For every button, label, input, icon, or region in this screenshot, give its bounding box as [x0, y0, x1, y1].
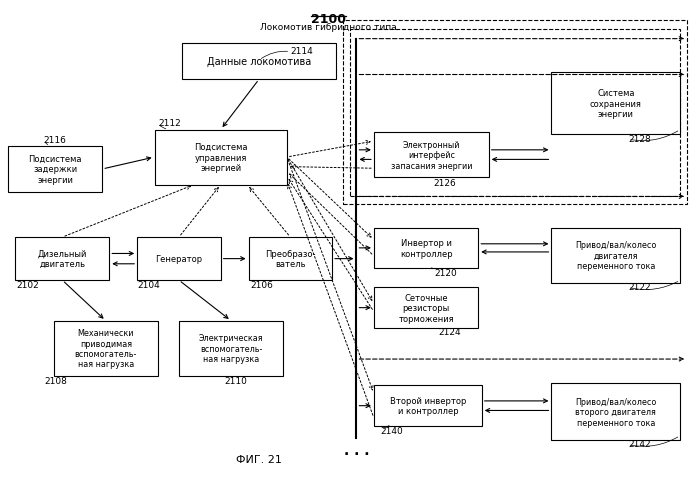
Bar [137, 238, 221, 281]
Bar [552, 228, 680, 283]
Text: 2122: 2122 [628, 282, 651, 291]
Text: Инвертор и
контроллер: Инвертор и контроллер [400, 239, 452, 258]
Text: 2114: 2114 [290, 47, 313, 56]
Bar [350, 30, 680, 197]
Bar [8, 147, 102, 192]
Text: 2112: 2112 [158, 119, 181, 128]
Text: 2102: 2102 [17, 281, 39, 290]
Text: Механически
приводимая
вспомогатель-
ная нагрузка: Механически приводимая вспомогатель- ная… [75, 328, 137, 369]
Text: 2110: 2110 [224, 376, 247, 385]
Text: 2116: 2116 [43, 135, 66, 144]
Text: 2108: 2108 [45, 376, 67, 385]
Bar [343, 21, 687, 204]
Text: Генератор: Генератор [155, 254, 203, 264]
Bar [249, 238, 332, 281]
Text: ФИГ. 21: ФИГ. 21 [236, 454, 282, 464]
Text: 2140: 2140 [381, 426, 403, 435]
Text: 2128: 2128 [628, 134, 651, 144]
Text: Электронный
интерфейс
запасания энергии: Электронный интерфейс запасания энергии [391, 141, 472, 170]
Text: 2106: 2106 [250, 281, 273, 290]
Bar [552, 73, 680, 135]
Text: Преобразо-
ватель: Преобразо- ватель [265, 250, 315, 269]
Bar [179, 321, 283, 376]
Text: 2126: 2126 [433, 178, 456, 187]
Text: Подсистема
управления
энергией: Подсистема управления энергией [194, 143, 247, 172]
Bar [374, 288, 478, 328]
Bar [182, 44, 336, 80]
Bar [15, 238, 109, 281]
Text: 2142: 2142 [628, 439, 651, 448]
Bar [374, 132, 489, 178]
Text: Подсистема
задержки
энергии: Подсистема задержки энергии [29, 155, 82, 184]
Text: 2100: 2100 [311, 13, 346, 26]
Text: Сеточные
резисторы
торможения: Сеточные резисторы торможения [398, 293, 454, 323]
Text: 2104: 2104 [138, 281, 161, 290]
Text: 2120: 2120 [435, 268, 457, 277]
Bar [552, 383, 680, 441]
Text: Второй инвертор
и контроллер: Второй инвертор и контроллер [389, 396, 466, 416]
Text: Привод/вал/колесо
двигателя
переменного тока: Привод/вал/колесо двигателя переменного … [575, 240, 656, 270]
Text: Система
сохранения
энергии: Система сохранения энергии [590, 89, 642, 119]
Text: 2124: 2124 [438, 327, 461, 336]
Text: . . .: . . . [344, 443, 369, 457]
Text: Привод/вал/колесо
второго двигателя
переменного тока: Привод/вал/колесо второго двигателя пере… [575, 397, 656, 427]
Text: Данные локомотива: Данные локомотива [207, 57, 311, 67]
Text: Электрическая
вспомогатель-
ная нагрузка: Электрическая вспомогатель- ная нагрузка [199, 334, 264, 363]
Bar [154, 130, 287, 185]
Text: Дизельный
двигатель: Дизельный двигатель [38, 250, 87, 269]
Bar [54, 321, 158, 376]
Bar [374, 228, 478, 269]
Text: Локомотив гибридного типа: Локомотив гибридного типа [260, 23, 397, 32]
Bar [374, 385, 482, 426]
